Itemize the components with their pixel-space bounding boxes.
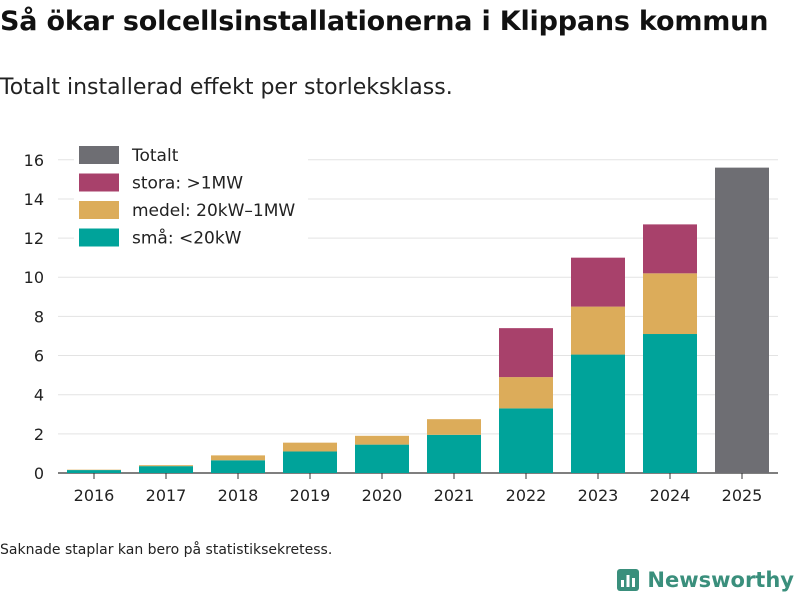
bar-stora-2024[interactable]: [643, 224, 697, 274]
chart-subtitle: Totalt installerad effekt per storlekskl…: [0, 75, 453, 100]
chart-title: Så ökar solcellsinstallationerna i Klipp…: [0, 6, 769, 37]
legend-label-sma: små: <20kW: [132, 228, 242, 249]
footnote: Saknade staplar kan bero på statistiksek…: [0, 542, 333, 558]
bar-stora-2022[interactable]: [499, 328, 553, 378]
y-tick-label: 16: [24, 151, 44, 170]
bars: [67, 167, 769, 474]
y-axis: 0 2 4 6 8 10 12 14 16: [24, 151, 44, 483]
x-tick-label: 2018: [218, 486, 259, 505]
legend-swatch-stora: [79, 173, 119, 192]
bar-sma-2022[interactable]: [499, 408, 553, 473]
y-tick-label: 8: [34, 307, 44, 326]
bar-medel-2018[interactable]: [211, 455, 265, 461]
x-tick-label: 2022: [506, 486, 547, 505]
bar-medel-2020[interactable]: [355, 435, 409, 445]
bar-sma-2016[interactable]: [67, 470, 121, 473]
brand[interactable]: Newsworthy: [617, 568, 794, 592]
x-tick-label: 2019: [290, 486, 331, 505]
bar-chart-logo-icon: [617, 569, 640, 591]
bar-medel-2022[interactable]: [499, 377, 553, 409]
y-tick-label: 12: [24, 229, 44, 248]
brand-name: Newsworthy: [647, 568, 794, 592]
bar-sma-2018[interactable]: [211, 460, 265, 473]
bar-medel-2021[interactable]: [427, 419, 481, 435]
x-tick-label: 2023: [578, 486, 619, 505]
bar-medel-2023[interactable]: [571, 306, 625, 355]
y-tick-label: 6: [34, 347, 44, 366]
legend-swatch-sma: [79, 228, 119, 247]
bar-sma-2024[interactable]: [643, 334, 697, 473]
bar-totalt-2025[interactable]: [715, 167, 769, 474]
bar-medel-2024[interactable]: [643, 273, 697, 335]
y-tick-label: 14: [24, 190, 44, 209]
bar-sma-2019[interactable]: [283, 451, 337, 473]
legend-swatch-totalt: [79, 146, 119, 164]
legend-label-stora: stora: >1MW: [132, 174, 243, 194]
y-tick-label: 10: [24, 268, 44, 287]
x-tick-label: 2020: [362, 486, 403, 505]
x-tick-label: 2024: [650, 486, 691, 505]
bar-sma-2021[interactable]: [427, 434, 481, 473]
bar-medel-2019[interactable]: [283, 442, 337, 452]
y-tick-label: 4: [34, 386, 44, 405]
bar-sma-2017[interactable]: [139, 466, 193, 473]
bar-stora-2023[interactable]: [571, 257, 625, 307]
x-tick-label: 2021: [434, 486, 475, 505]
y-tick-label: 0: [34, 464, 44, 483]
bar-sma-2020[interactable]: [355, 444, 409, 473]
legend: Totalt stora: >1MW medel: 20kW–1MW små: <20…: [74, 142, 308, 256]
x-axis: 2016 2017 2018 2019 2020 2021 2022 2023 2024 2025: [58, 472, 778, 505]
bar-sma-2023[interactable]: [571, 354, 625, 473]
legend-label-totalt: Totalt: [131, 146, 179, 166]
x-tick-label: 2016: [74, 486, 115, 505]
bar-medel-2017[interactable]: [139, 465, 193, 467]
legend-swatch-medel: [79, 201, 119, 219]
legend-label-medel: medel: 20kW–1MW: [132, 201, 295, 221]
x-tick-label: 2017: [146, 486, 187, 505]
x-tick-label: 2025: [722, 486, 763, 505]
y-tick-label: 2: [34, 425, 44, 444]
